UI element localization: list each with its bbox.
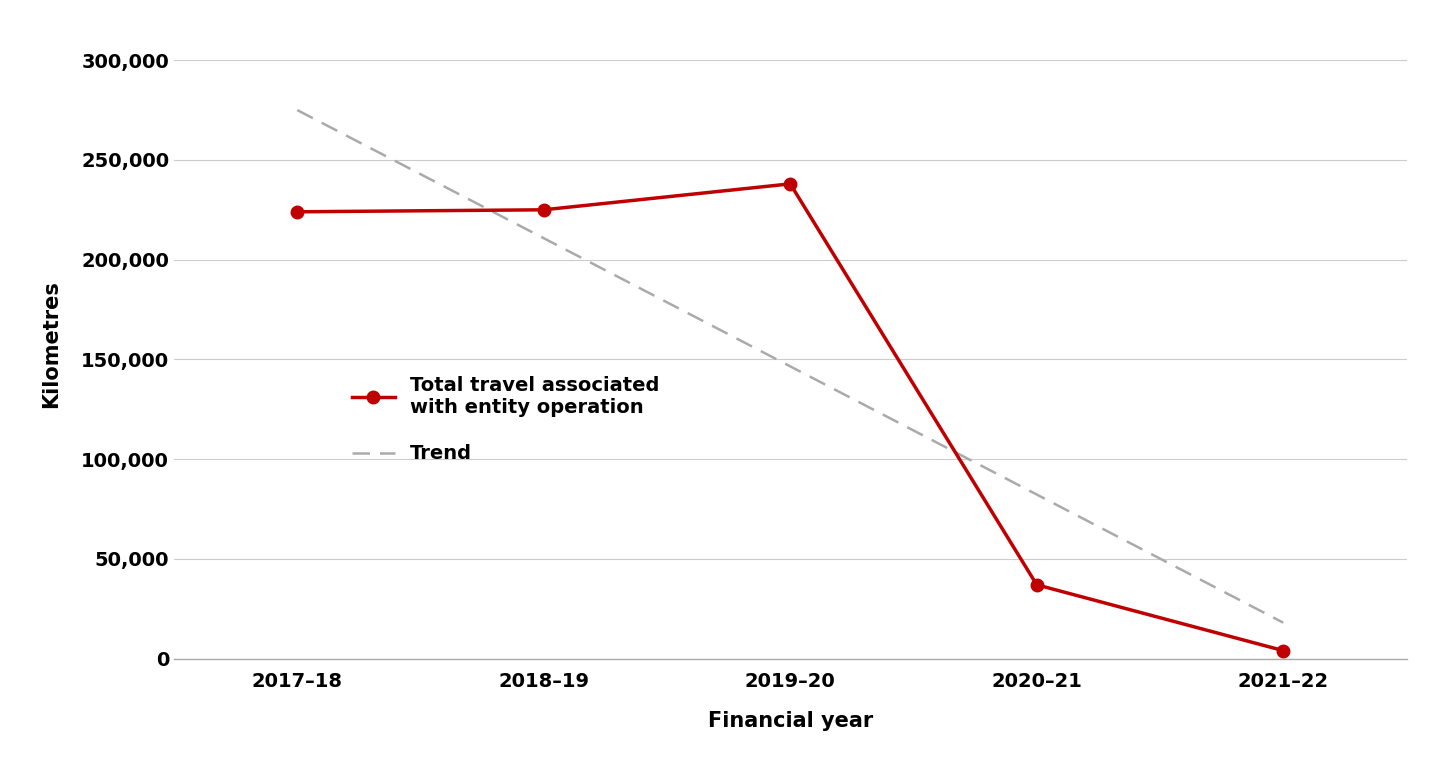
Line: Trend: Trend	[297, 110, 1283, 623]
Total travel associated
with entity operation	[535, 205, 552, 214]
Total travel associated
with entity operation	[1275, 646, 1292, 655]
Y-axis label: Kilometres: Kilometres	[42, 281, 61, 408]
Trend	[289, 105, 306, 114]
X-axis label: Financial year: Financial year	[708, 711, 873, 731]
Trend	[1028, 490, 1045, 499]
Trend	[782, 362, 799, 371]
Total travel associated
with entity operation	[289, 207, 306, 217]
Trend	[535, 234, 552, 243]
Legend: Total travel associated
with entity operation, Trend: Total travel associated with entity oper…	[344, 369, 667, 471]
Trend	[1275, 618, 1292, 628]
Total travel associated
with entity operation	[1028, 581, 1045, 590]
Line: Total travel associated
with entity operation: Total travel associated with entity oper…	[291, 178, 1289, 657]
Total travel associated
with entity operation	[782, 179, 799, 188]
